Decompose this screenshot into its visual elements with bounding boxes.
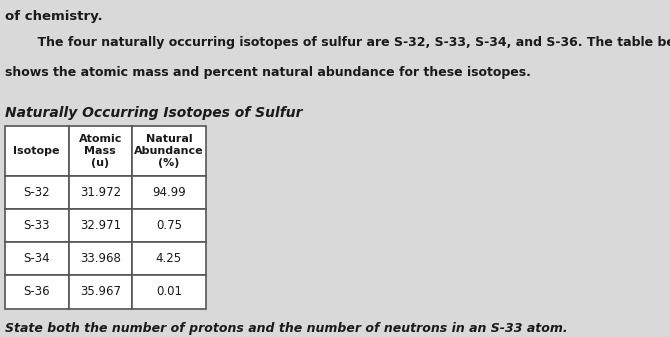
Text: 35.967: 35.967 [80, 285, 121, 299]
Bar [68, 242, 132, 275]
Text: Isotope: Isotope [13, 146, 60, 156]
Text: 33.968: 33.968 [80, 252, 121, 265]
Text: 4.25: 4.25 [156, 252, 182, 265]
Text: S-36: S-36 [23, 285, 50, 299]
Bar [132, 176, 206, 209]
Text: of chemistry.: of chemistry. [5, 10, 103, 23]
Text: 94.99: 94.99 [152, 186, 186, 199]
Text: shows the atomic mass and percent natural abundance for these isotopes.: shows the atomic mass and percent natura… [5, 66, 531, 79]
Text: 0.75: 0.75 [156, 219, 182, 232]
Bar [132, 242, 206, 275]
Bar [5, 209, 68, 242]
Text: The four naturally occurring isotopes of sulfur are S-32, S-33, S-34, and S-36. : The four naturally occurring isotopes of… [19, 36, 670, 50]
Text: S-33: S-33 [23, 219, 50, 232]
Text: 31.972: 31.972 [80, 186, 121, 199]
Bar [5, 126, 68, 176]
Text: State both the number of protons and the number of neutrons in an S-33 atom.: State both the number of protons and the… [5, 322, 567, 335]
Bar [68, 275, 132, 309]
Text: 0.01: 0.01 [156, 285, 182, 299]
Text: Naturally Occurring Isotopes of Sulfur: Naturally Occurring Isotopes of Sulfur [5, 106, 302, 120]
Text: 32.971: 32.971 [80, 219, 121, 232]
Bar [132, 126, 206, 176]
Bar [68, 209, 132, 242]
Bar [132, 275, 206, 309]
Bar [132, 209, 206, 242]
Bar [5, 176, 68, 209]
Text: Atomic
Mass
(u): Atomic Mass (u) [78, 134, 122, 167]
Text: S-34: S-34 [23, 252, 50, 265]
Bar [5, 242, 68, 275]
Text: Natural
Abundance
(%): Natural Abundance (%) [134, 134, 204, 167]
Bar [68, 126, 132, 176]
Bar [5, 275, 68, 309]
Bar [68, 176, 132, 209]
Text: S-32: S-32 [23, 186, 50, 199]
